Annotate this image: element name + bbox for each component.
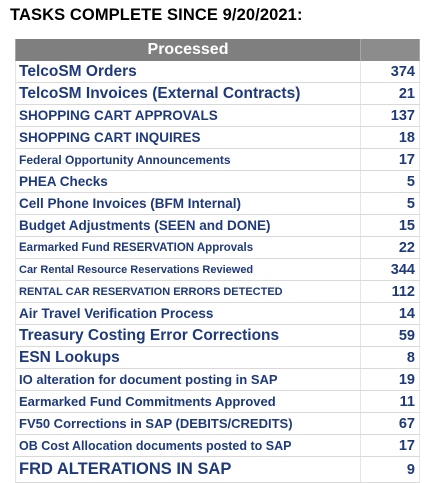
task-count: 67 [360,412,420,435]
count-header [360,39,420,61]
task-label: Budget Adjustments (SEEN and DONE) [15,214,361,237]
table-row: Earmarked Fund Commitments Approved 11 [15,390,420,413]
task-count: 19 [360,368,420,391]
task-label: Federal Opportunity Announcements [15,148,361,171]
table-row: RENTAL CAR RESERVATION ERRORS DETECTED 1… [15,280,420,303]
task-count: 17 [360,434,420,457]
table-row: Budget Adjustments (SEEN and DONE) 15 [15,214,420,237]
task-count: 137 [360,104,420,127]
table-row: TelcoSM Invoices (External Contracts) 21 [15,82,420,105]
task-count: 374 [360,61,420,83]
task-label: Car Rental Resource Reservations Reviewe… [15,258,361,281]
table-row: Federal Opportunity Announcements 17 [15,148,420,171]
table-row: FRD ALTERATIONS IN SAP 9 [15,456,420,483]
table-row: ESN Lookups 8 [15,346,420,369]
task-count: 14 [360,302,420,325]
table-row: OB Cost Allocation documents posted to S… [15,434,420,457]
task-count: 5 [360,170,420,193]
page-heading: TASKS COMPLETE SINCE 9/20/2021: [10,6,303,24]
task-label: FRD ALTERATIONS IN SAP [15,456,361,483]
task-label: PHEA Checks [15,170,361,193]
task-count: 8 [360,346,420,369]
task-count: 17 [360,148,420,171]
task-count: 22 [360,236,420,259]
task-label: SHOPPING CART APPROVALS [15,104,361,127]
task-label: TelcoSM Invoices (External Contracts) [15,82,361,105]
table-row: IO alteration for document posting in SA… [15,368,420,391]
table-row: Air Travel Verification Process 14 [15,302,420,325]
task-label: TelcoSM Orders [15,61,361,83]
task-count: 112 [360,280,420,303]
task-count: 5 [360,192,420,215]
table-row: Car Rental Resource Reservations Reviewe… [15,258,420,281]
task-label: Cell Phone Invoices (BFM Internal) [15,192,361,215]
task-label: ESN Lookups [15,346,361,369]
table-row: Cell Phone Invoices (BFM Internal) 5 [15,192,420,215]
table-row: SHOPPING CART APPROVALS 137 [15,104,420,127]
table-row: FV50 Corrections in SAP (DEBITS/CREDITS)… [15,412,420,435]
task-count: 18 [360,126,420,149]
task-label: Air Travel Verification Process [15,302,361,325]
table-header-row: Processed [15,39,420,61]
task-label: SHOPPING CART INQUIRES [15,126,361,149]
task-count: 9 [360,456,420,483]
task-label: Earmarked Fund RESERVATION Approvals [15,236,361,259]
task-label: IO alteration for document posting in SA… [15,368,361,391]
tasks-table: Processed TelcoSM Orders 374 TelcoSM Inv… [15,39,420,483]
task-label: Treasury Costing Error Corrections [15,324,361,347]
table-row: PHEA Checks 5 [15,170,420,193]
task-label: RENTAL CAR RESERVATION ERRORS DETECTED [15,280,361,303]
table-row: Earmarked Fund RESERVATION Approvals 22 [15,236,420,259]
task-count: 59 [360,324,420,347]
table-row: Treasury Costing Error Corrections 59 [15,324,420,347]
task-count: 15 [360,214,420,237]
task-label: OB Cost Allocation documents posted to S… [15,434,361,457]
task-count: 21 [360,82,420,105]
task-count: 11 [360,390,420,413]
processed-header: Processed [15,39,361,61]
task-label: FV50 Corrections in SAP (DEBITS/CREDITS) [15,412,361,435]
table-row: SHOPPING CART INQUIRES 18 [15,126,420,149]
table-row: TelcoSM Orders 374 [15,61,420,83]
task-label: Earmarked Fund Commitments Approved [15,390,361,413]
task-count: 344 [360,258,420,281]
